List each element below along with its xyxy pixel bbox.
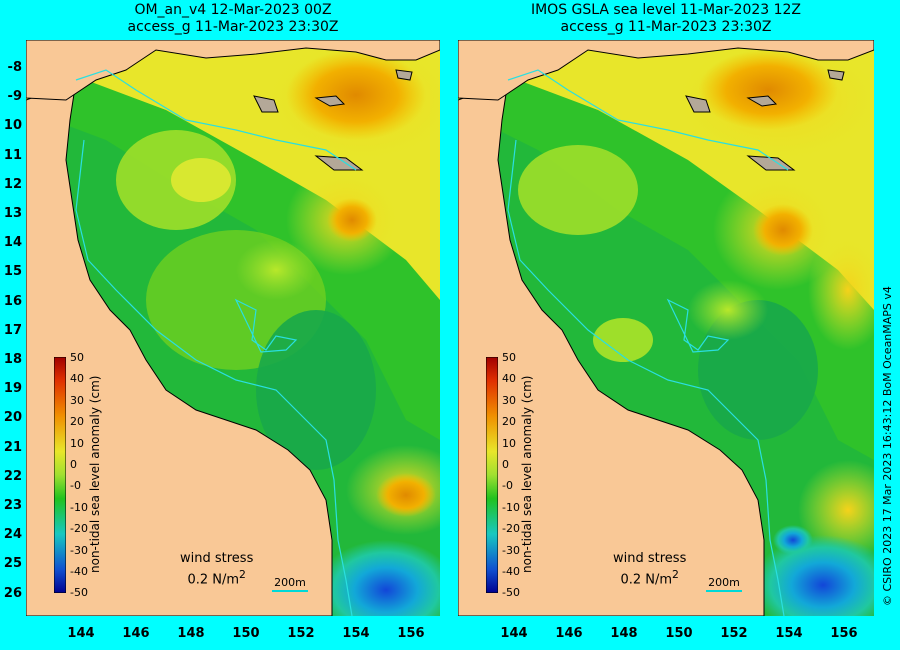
latitude-tick-label: 13 bbox=[3, 206, 22, 221]
latitude-tick-label: 10 bbox=[3, 118, 22, 134]
longitude-tick-label: 146 bbox=[555, 626, 583, 641]
left-title-line1: OM_an_v4 12-Mar-2023 00Z bbox=[134, 2, 332, 18]
right-wind-value: 0.2 N/m bbox=[620, 572, 673, 588]
longitude-tick-label: 152 bbox=[287, 626, 315, 641]
latitude-tick-label: 23 bbox=[3, 498, 22, 513]
longitude-tick-label: 156 bbox=[830, 626, 858, 641]
right-wind-superscript: 2 bbox=[672, 568, 679, 581]
left-panel-title: OM_an_v4 12-Mar-2023 00Z access_g 11-Mar… bbox=[26, 2, 440, 36]
left-wind-superscript: 2 bbox=[239, 568, 246, 581]
right-map-graphic bbox=[458, 40, 874, 616]
left-colorbar bbox=[54, 357, 66, 593]
right-title-line1: IMOS GSLA sea level 11-Mar-2023 12Z bbox=[530, 2, 802, 18]
latitude-tick-label: 18 bbox=[3, 352, 22, 367]
png-landmass bbox=[26, 40, 440, 101]
longitude-tick-label: 154 bbox=[342, 626, 370, 641]
left-wind-label: wind stress bbox=[180, 551, 254, 566]
longitude-tick-label: 146 bbox=[122, 626, 150, 641]
longitude-tick-label: 148 bbox=[610, 626, 638, 641]
longitude-tick-label: 150 bbox=[232, 626, 260, 641]
right-scale-label: 200m bbox=[708, 576, 740, 589]
colorbar-tick-label: -10 bbox=[502, 500, 520, 514]
right-colorbar bbox=[486, 357, 498, 593]
latitude-tick-label: 16 bbox=[3, 293, 22, 309]
colorbar-tick-label: -30 bbox=[502, 543, 520, 557]
longitude-tick-label: 152 bbox=[720, 626, 748, 641]
right-colorbar-title: non-tidal sea level anomaly (cm) bbox=[520, 375, 534, 573]
latitude-tick-label: 19 bbox=[3, 381, 22, 397]
colorbar-tick-label: 10 bbox=[502, 436, 516, 450]
latitude-tick-label: 17 bbox=[3, 322, 22, 338]
colorbar-tick-label: 0 bbox=[70, 458, 77, 471]
latitude-tick-label: -8 bbox=[7, 60, 22, 75]
colorbar-tick-label: 50 bbox=[502, 351, 516, 364]
latitude-tick-label: 12 bbox=[3, 176, 22, 192]
shelf-contour bbox=[75, 69, 357, 616]
latitude-tick-label: 22 bbox=[3, 468, 22, 484]
longitude-tick-label: 150 bbox=[665, 626, 693, 641]
longitude-tick-label: 156 bbox=[397, 626, 425, 641]
colorbar-tick-label: 20 bbox=[502, 415, 516, 429]
right-colorbar-ticks: 50 40 30 20 10 0 -0 -10 -20 -30 -40 -50 bbox=[502, 352, 528, 598]
left-sea-level-map bbox=[26, 40, 440, 616]
right-panel-title: IMOS GSLA sea level 11-Mar-2023 12Z acce… bbox=[458, 2, 874, 36]
right-wind-stress-legend: wind stress 0.2 N/m2 bbox=[613, 551, 686, 588]
colorbar-tick-label: -10 bbox=[70, 500, 88, 514]
colorbar-tick-label: -40 bbox=[70, 565, 88, 578]
colorbar-tick-label: -50 bbox=[502, 586, 520, 600]
left-map-graphic bbox=[26, 40, 440, 616]
latitude-tick-label: 20 bbox=[3, 410, 22, 426]
colorbar-tick-label: 30 bbox=[502, 393, 516, 407]
colorbar-tick-label: 40 bbox=[70, 372, 84, 386]
latitude-tick-label: -9 bbox=[7, 89, 22, 105]
colorbar-tick-label: 0 bbox=[502, 458, 509, 471]
longitude-tick-label: 154 bbox=[775, 626, 803, 641]
right-depth-scale: 200m bbox=[706, 576, 742, 592]
colorbar-tick-label: 40 bbox=[502, 372, 516, 386]
latitude-tick-label: 15 bbox=[3, 264, 22, 280]
colorbar-tick-label: 10 bbox=[70, 436, 84, 450]
left-colorbar-ticks: 50 40 30 20 10 0 -0 -10 -20 -30 -40 -50 bbox=[70, 352, 96, 598]
longitude-tick-label: 144 bbox=[500, 626, 528, 641]
right-sea-level-map bbox=[458, 40, 874, 616]
colorbar-tick-label: -0 bbox=[502, 479, 513, 493]
latitude-tick-label: 25 bbox=[3, 556, 22, 572]
colorbar-tick-label: -20 bbox=[502, 522, 520, 536]
right-wind-label: wind stress bbox=[613, 551, 687, 566]
colorbar-tick-label: 50 bbox=[70, 351, 84, 364]
left-wind-stress-legend: wind stress 0.2 N/m2 bbox=[180, 551, 253, 588]
right-title-line2: access_g 11-Mar-2023 23:30Z bbox=[560, 19, 772, 35]
latitude-tick-label: 21 bbox=[3, 439, 22, 455]
left-wind-value: 0.2 N/m bbox=[187, 572, 240, 588]
colorbar-tick-label: -20 bbox=[70, 522, 88, 536]
colorbar-tick-label: -50 bbox=[70, 586, 88, 600]
colorbar-tick-label: -40 bbox=[502, 565, 520, 578]
colorbar-tick-label: -0 bbox=[70, 479, 81, 493]
left-colorbar-title: non-tidal sea level anomaly (cm) bbox=[88, 375, 102, 573]
latitude-tick-label: 24 bbox=[3, 527, 22, 543]
latitude-tick-label: 14 bbox=[3, 235, 22, 251]
longitude-tick-label: 144 bbox=[67, 626, 95, 641]
left-depth-scale: 200m bbox=[272, 576, 308, 592]
colorbar-tick-label: 20 bbox=[70, 415, 84, 429]
colorbar-tick-label: 30 bbox=[70, 393, 84, 407]
latitude-tick-label: 11 bbox=[3, 147, 22, 163]
longitude-tick-label: 148 bbox=[177, 626, 205, 641]
credit-text: © CSIRO 2023 17 Mar 2023 16:43:12 BoM Oc… bbox=[881, 286, 894, 606]
colorbar-tick-label: -30 bbox=[70, 543, 88, 557]
latitude-tick-label: 26 bbox=[3, 585, 22, 601]
left-title-line2: access_g 11-Mar-2023 23:30Z bbox=[127, 19, 339, 35]
left-scale-label: 200m bbox=[274, 576, 306, 589]
